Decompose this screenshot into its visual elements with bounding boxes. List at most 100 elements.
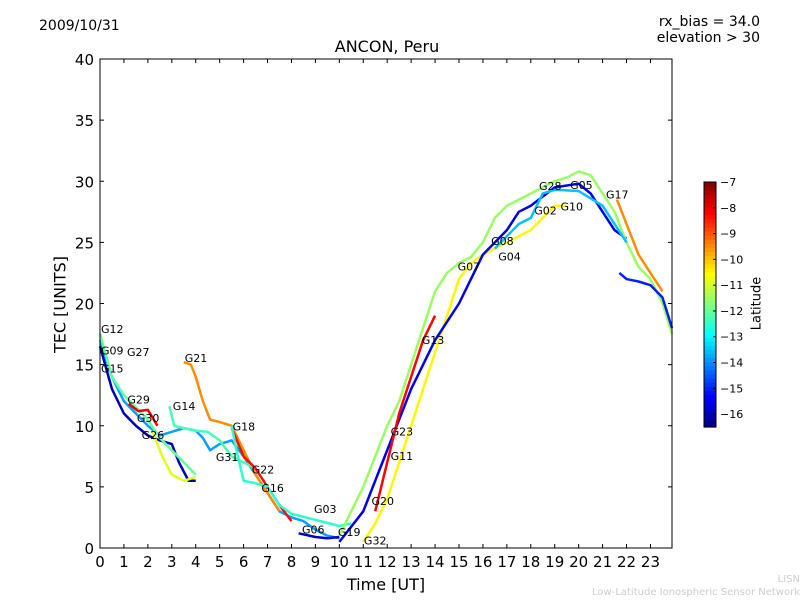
prn-label: G06 (302, 523, 325, 536)
series-line-G29 (127, 402, 159, 427)
prn-label: G09 (101, 345, 124, 358)
x-tick-label: 10 (330, 553, 349, 571)
colorbar-segment (704, 337, 716, 342)
colorbar-segment (704, 365, 716, 371)
colorbar-segment (704, 402, 716, 408)
colorbar-segment (704, 414, 716, 420)
prn-label: G16 (261, 482, 284, 495)
y-tick-label: 20 (75, 296, 94, 314)
colorbar-tick-label: −8 (720, 202, 736, 215)
colorbar-segment (704, 345, 716, 351)
colorbar-segment (704, 422, 716, 428)
colorbar-segment (704, 194, 716, 199)
y-tick-label: 25 (75, 234, 94, 252)
prn-label: G30 (137, 412, 160, 425)
x-tick-label: 20 (569, 553, 588, 571)
colorbar-frame (703, 181, 717, 428)
colorbar-segment (704, 316, 716, 322)
colorbar-segment (704, 231, 716, 236)
prn-label: G31 (216, 451, 239, 464)
colorbar-segment (704, 349, 716, 355)
y-tick-label: 30 (75, 173, 94, 191)
prn-label: G11 (391, 450, 414, 463)
colorbar-segment (704, 263, 716, 269)
colorbar-segment (704, 353, 716, 359)
x-tick-label: 13 (402, 553, 421, 571)
prn-label: G14 (173, 400, 196, 413)
colorbar-segment (704, 312, 716, 318)
colorbar-segment (704, 390, 716, 395)
series-line-G07 (338, 170, 674, 537)
x-tick-label: 18 (521, 553, 540, 571)
x-tick-label: 19 (545, 553, 564, 571)
colorbar-segment (704, 292, 716, 297)
prn-label: G10 (561, 200, 584, 213)
colorbar-segment (704, 324, 716, 330)
colorbar-segment (704, 320, 716, 326)
colorbar-segment (704, 394, 716, 400)
y-tick-label: 0 (84, 540, 94, 558)
colorbar-segment (704, 418, 716, 424)
prn-label: G28 (539, 180, 562, 193)
prn-label: G15 (101, 363, 124, 376)
colorbar-segment (704, 398, 716, 404)
colorbar-tick-label: −7 (720, 176, 736, 189)
chart-title: ANCON, Peru (334, 37, 440, 56)
x-tick-label: 21 (593, 553, 612, 571)
x-tick-label: 8 (287, 553, 297, 571)
colorbar-segment (704, 198, 716, 204)
prn-label: G05 (570, 179, 593, 192)
prn-label: G29 (127, 394, 150, 407)
x-tick-label: 6 (239, 553, 249, 571)
colorbar-tick-label: −11 (720, 279, 743, 292)
colorbar-segment (704, 259, 716, 265)
colorbar-segment (704, 214, 716, 220)
prn-label: G32 (364, 534, 387, 547)
series-line-G20 (362, 204, 567, 543)
colorbar-tick-label: −16 (720, 408, 743, 421)
colorbar-tick-label: −9 (720, 228, 736, 241)
colorbar-segment (704, 255, 716, 261)
colorbar-segment (704, 271, 716, 277)
series-line-G21 (183, 360, 281, 513)
colorbar-segment (704, 296, 716, 302)
colorbar-segment (704, 304, 716, 310)
series-line-G26 (151, 431, 197, 483)
colorbar-segment (704, 369, 716, 375)
prn-label: G22 (252, 463, 275, 476)
colorbar-tick-label: −12 (720, 305, 743, 318)
y-tick-label: 35 (75, 112, 94, 130)
series-line-G16 (230, 425, 352, 528)
x-tick-label: 9 (311, 553, 321, 571)
x-tick-label: 12 (378, 553, 397, 571)
colorbar-segment (704, 373, 716, 379)
rx-bias: rx_bias = 34.0 (658, 14, 760, 30)
prn-label: G27 (127, 346, 150, 359)
colorbar-segment (704, 190, 716, 195)
x-tick-label: 0 (95, 553, 105, 571)
colorbar-segment (704, 235, 716, 240)
y-tick-label: 10 (75, 418, 94, 436)
series-line-G02 (494, 188, 628, 250)
series-line-G27 (98, 339, 340, 540)
colorbar-segment (704, 202, 716, 208)
x-tick-label: 15 (449, 553, 468, 571)
colorbar-segment (704, 300, 716, 306)
prn-label: G08 (491, 235, 514, 248)
colorbar-tick-label: −14 (720, 357, 743, 370)
y-tick-label: 15 (75, 357, 94, 375)
colorbar-segment (704, 275, 716, 281)
prn-label: G07 (458, 260, 481, 273)
colorbar-segment (704, 341, 716, 346)
x-tick-label: 22 (617, 553, 636, 571)
colorbar-segment (704, 406, 716, 412)
y-tick-label: 5 (84, 479, 94, 497)
prn-label: G18 (233, 421, 256, 434)
colorbar-segment (704, 251, 716, 257)
colorbar-segment (704, 308, 716, 314)
x-axis-label: Time [UT] (346, 575, 426, 594)
x-tick-label: 4 (191, 553, 201, 571)
prn-label: G20 (371, 495, 394, 508)
x-tick-label: 17 (497, 553, 516, 571)
colorbar-segment (704, 410, 716, 416)
